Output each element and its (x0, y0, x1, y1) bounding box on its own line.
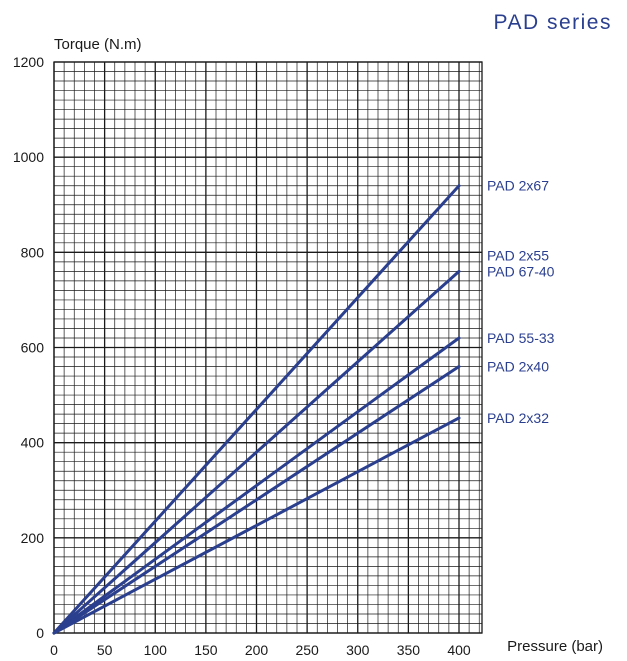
series-label: PAD 55-33 (487, 330, 555, 346)
x-tick-label: 0 (50, 642, 58, 658)
y-axis-title: Torque (N.m) (54, 36, 142, 53)
x-tick-label: 100 (144, 642, 168, 658)
y-tick-label: 400 (21, 435, 45, 451)
plot-frame (53, 61, 483, 634)
series-label: PAD 2x67 (487, 178, 549, 194)
series-lines (52, 184, 461, 635)
series-line (52, 184, 461, 635)
series-line (52, 336, 461, 635)
y-tick-label: 200 (21, 530, 45, 546)
series-label: PAD 2x40 (487, 359, 549, 375)
series-line (52, 269, 461, 635)
y-tick-label: 800 (21, 244, 45, 260)
x-tick-label: 200 (245, 642, 269, 658)
series-label: PAD 2x55 (487, 247, 549, 263)
x-tick-label: 250 (295, 642, 319, 658)
series-line (52, 416, 461, 635)
series-label: PAD 67-40 (487, 263, 555, 279)
series-label: PAD 2x32 (487, 410, 549, 426)
x-tick-label: 350 (397, 642, 421, 658)
x-tick-label: 50 (97, 642, 113, 658)
y-tick-label: 1200 (13, 54, 44, 70)
y-tick-label: 0 (36, 625, 44, 641)
y-tick-label: 600 (21, 340, 45, 356)
series-line (52, 365, 461, 635)
tick-labels: 0 50 100 150 200 250 300 350 400 0 200 400 600 800 100… (13, 54, 471, 658)
x-axis-title: Pressure (bar) (507, 638, 603, 655)
x-tick-label: 400 (447, 642, 471, 658)
grid (53, 61, 483, 634)
chart-title: PAD series (494, 11, 612, 34)
y-tick-label: 1000 (13, 149, 44, 165)
x-tick-label: 150 (194, 642, 218, 658)
x-tick-label: 300 (346, 642, 370, 658)
